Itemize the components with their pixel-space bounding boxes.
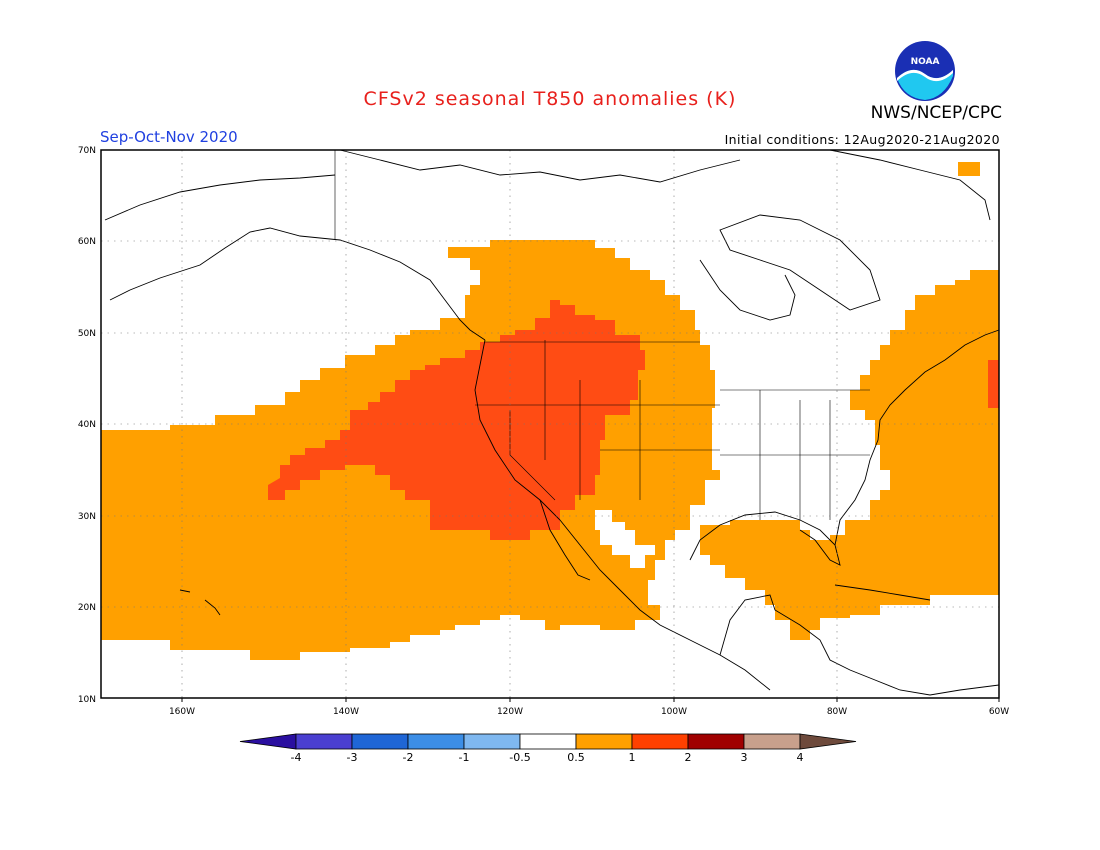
- colorbar-segment: [519, 733, 577, 750]
- lon-label: 120W: [497, 707, 523, 717]
- lon-label: 80W: [827, 707, 847, 717]
- map-frame: [100, 149, 1000, 699]
- colorbar-segment: [295, 733, 353, 750]
- colorbar: -4 -3 -2 -1 -0.5 0.5 1 2 3 4: [239, 733, 857, 764]
- noaa-logo: NOAA: [895, 41, 955, 101]
- season-label: Sep-Oct-Nov 2020: [100, 128, 238, 146]
- noaa-logo-text: NOAA: [911, 57, 940, 67]
- colorbar-label: -1: [459, 751, 470, 764]
- lon-label: 140W: [333, 707, 359, 717]
- colorbar-label: 2: [685, 751, 692, 764]
- colorbar-segment: [575, 733, 633, 750]
- colorbar-segment: [799, 733, 857, 750]
- colorbar-label: 1: [629, 751, 636, 764]
- colorbar-segment: [463, 733, 521, 750]
- initial-conditions-label: Initial conditions: 12Aug2020-21Aug2020: [724, 132, 1000, 147]
- lon-label: 60W: [989, 707, 1009, 717]
- colorbar-segment: [351, 733, 409, 750]
- lat-label: 20N: [78, 603, 96, 613]
- colorbar-segment: [407, 733, 465, 750]
- anomaly-field-warm: [268, 300, 999, 540]
- axis-ticks: [181, 698, 1000, 702]
- lat-label: 70N: [78, 146, 96, 156]
- anomaly-field-neutral: [595, 510, 655, 568]
- colorbar-label: -2: [403, 751, 414, 764]
- lat-labels: 70N 60N 50N 40N 30N 20N 10N: [78, 146, 96, 705]
- coastlines: [104, 149, 1000, 696]
- agency-label: NWS/NCEP/CPC: [870, 103, 1002, 123]
- colorbar-segment: [631, 733, 689, 750]
- state-borders: [334, 150, 870, 520]
- lat-label: 40N: [78, 420, 96, 430]
- colorbar-label: 4: [797, 751, 804, 764]
- colorbar-segment: [743, 733, 801, 750]
- colorbar-label: 0.5: [567, 751, 585, 764]
- colorbar-label: 3: [741, 751, 748, 764]
- map-title: CFSv2 seasonal T850 anomalies (K): [363, 88, 737, 110]
- lon-labels: 160W 140W 120W 100W 80W 60W: [169, 707, 1009, 717]
- lon-label: 160W: [169, 707, 195, 717]
- lat-label: 60N: [78, 237, 96, 247]
- colorbar-label: -4: [291, 751, 302, 764]
- colorbar-segment: [239, 733, 297, 750]
- lat-label: 30N: [78, 512, 96, 522]
- lat-label: 50N: [78, 329, 96, 339]
- lon-label: 100W: [661, 707, 687, 717]
- colorbar-segment: [687, 733, 745, 750]
- graticule: [101, 150, 999, 698]
- colorbar-label: -0.5: [509, 751, 530, 764]
- colorbar-label: -3: [347, 751, 358, 764]
- lat-label: 10N: [78, 695, 96, 705]
